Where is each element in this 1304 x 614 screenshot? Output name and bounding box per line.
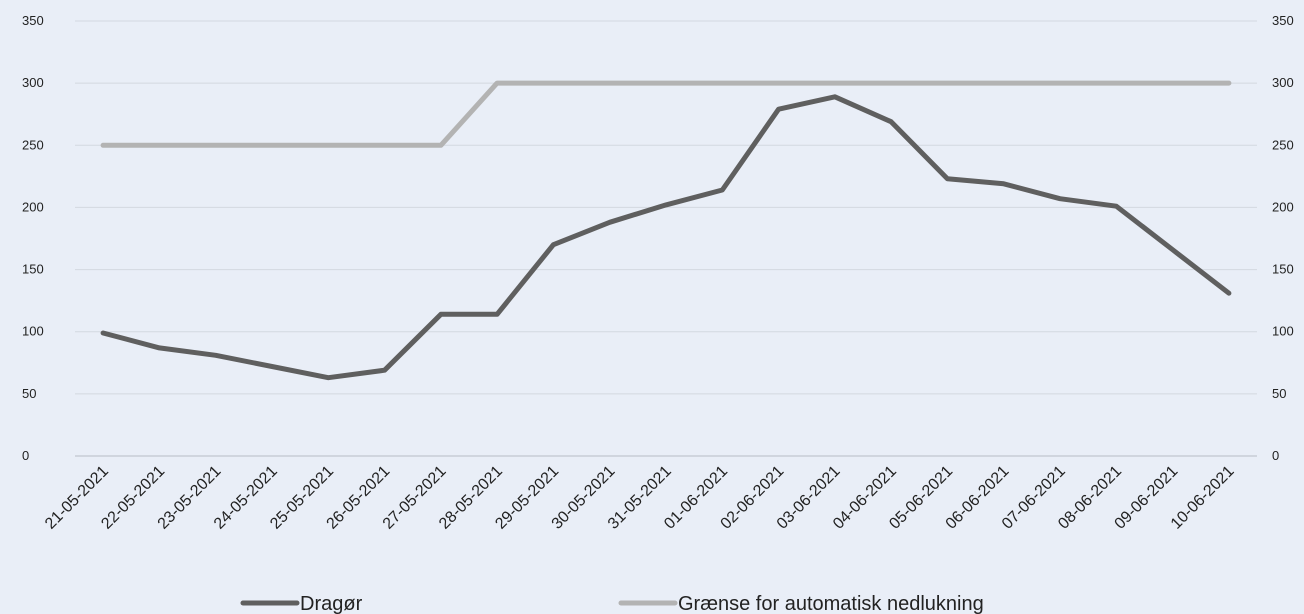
y-right-tick-label: 150: [1272, 262, 1294, 277]
y-tick-label: 100: [22, 324, 44, 339]
gridlines: [75, 20, 1257, 457]
y-tick-label: 350: [22, 13, 44, 28]
series-line-0: [100, 94, 1232, 381]
y-right-tick-label: 250: [1272, 137, 1294, 152]
y-right-tick-label: 350: [1272, 13, 1294, 28]
y-tick-label: 150: [22, 262, 44, 277]
y-right-tick-label: 300: [1272, 75, 1294, 90]
legend-label-limit: Grænse for automatisk nedlukning: [678, 593, 984, 614]
y-tick-label: 0: [22, 448, 29, 463]
y-right-tick-label: 100: [1272, 324, 1294, 339]
y-right-tick-label: 50: [1272, 386, 1286, 401]
series-lines: [100, 80, 1232, 381]
legend-label-dragor: Dragør: [300, 593, 363, 614]
y-right-tick-label: 200: [1272, 199, 1294, 214]
y-axis-right: 0 50 100 150 200 250 300 350: [1272, 13, 1294, 463]
y-tick-label: 50: [22, 386, 36, 401]
x-axis: 21-05-202122-05-202123-05-202124-05-2021…: [42, 463, 1238, 533]
y-axis-left: 0 50 100 150 200 250 300 350: [22, 13, 44, 463]
series-line-1: [100, 80, 1232, 148]
y-tick-label: 200: [22, 199, 44, 214]
y-tick-label: 300: [22, 75, 44, 90]
y-tick-label: 250: [22, 137, 44, 152]
legend: Dragør Grænse for automatisk nedlukning: [240, 593, 984, 614]
y-right-tick-label: 0: [1272, 448, 1279, 463]
